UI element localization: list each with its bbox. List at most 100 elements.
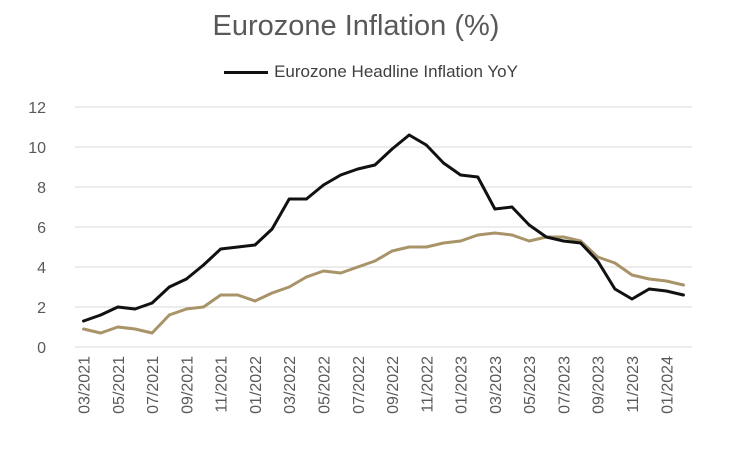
y-tick-label-8: 8 [37, 180, 46, 197]
x-tick-label-11-2021: 11/2021 [214, 356, 231, 413]
data-point-series-1-8 [219, 247, 223, 251]
data-point-series-2-35 [682, 283, 685, 287]
legend-label-headline: Eurozone Headline Inflation YoY [274, 62, 518, 81]
data-point-series-2-24 [493, 231, 497, 235]
data-point-series-1-1 [99, 313, 103, 317]
data-point-series-1-27 [544, 235, 548, 239]
data-point-series-1-4 [150, 301, 154, 305]
data-point-series-1-17 [373, 163, 377, 167]
data-point-series-2-21 [442, 241, 445, 245]
data-point-series-2-22 [459, 239, 462, 243]
x-tick-label-09-2022: 09/2022 [385, 356, 402, 414]
series-line-1 [82, 133, 685, 323]
x-tick-label-03-2022: 03/2022 [282, 356, 299, 414]
x-tick-label-07-2022: 07/2022 [351, 356, 368, 414]
data-point-series-1-10 [253, 243, 257, 247]
data-point-series-2-1 [99, 331, 103, 335]
data-point-series-1-11 [270, 227, 274, 231]
chart-title: Eurozone Inflation (%) [212, 10, 500, 42]
y-tick-label-4: 4 [37, 260, 46, 277]
x-tick-label-07-2021: 07/2021 [145, 356, 162, 414]
data-point-series-1-14 [322, 183, 325, 187]
data-point-series-2-19 [407, 245, 411, 249]
legend: Eurozone Headline Inflation YoY [0, 62, 742, 82]
data-point-series-2-3 [133, 327, 137, 331]
data-point-series-2-34 [664, 279, 668, 283]
data-point-series-1-30 [596, 259, 600, 263]
data-point-series-1-9 [236, 245, 240, 249]
legend-swatch-headline [224, 71, 269, 75]
data-point-series-1-24 [493, 207, 497, 211]
x-tick-label-09-2021: 09/2021 [179, 356, 196, 414]
data-point-series-2-33 [647, 277, 651, 281]
y-tick-label-2: 2 [37, 300, 46, 317]
data-point-series-1-3 [133, 307, 137, 311]
data-point-series-2-2 [116, 325, 120, 329]
data-point-series-2-23 [476, 233, 480, 237]
data-point-series-1-32 [630, 297, 634, 301]
x-tick-label-11-2023: 11/2023 [625, 356, 642, 413]
data-point-series-2-6 [185, 307, 188, 311]
data-point-series-2-16 [356, 265, 360, 269]
data-point-series-2-20 [424, 245, 428, 249]
data-point-series-1-19 [407, 133, 411, 137]
x-tick-label-03-2023: 03/2023 [488, 356, 505, 414]
data-point-series-1-33 [647, 287, 651, 291]
data-point-series-1-28 [562, 239, 565, 243]
data-point-series-2-10 [253, 299, 257, 303]
data-point-series-1-21 [442, 161, 445, 165]
data-point-series-2-17 [373, 259, 377, 263]
data-point-series-2-25 [510, 233, 514, 237]
data-point-series-1-16 [356, 167, 360, 171]
data-point-series-1-29 [579, 241, 582, 245]
data-point-series-1-18 [390, 147, 394, 151]
data-point-series-2-8 [219, 293, 223, 297]
y-tick-label-12: 12 [28, 100, 46, 117]
data-point-series-2-28 [562, 235, 565, 239]
y-tick-label-10: 10 [28, 140, 46, 157]
data-point-series-2-4 [150, 331, 154, 335]
data-point-series-1-7 [202, 263, 205, 267]
x-tick-label-05-2021: 05/2021 [111, 356, 128, 414]
data-point-series-2-30 [596, 255, 600, 259]
data-point-series-1-35 [682, 293, 685, 297]
x-tick-label-01-2023: 01/2023 [454, 356, 471, 414]
data-point-series-2-32 [630, 273, 634, 277]
data-point-series-1-31 [613, 287, 617, 291]
data-point-series-2-15 [339, 271, 343, 275]
data-point-series-2-26 [527, 239, 531, 243]
x-tick-label-07-2023: 07/2023 [556, 356, 573, 414]
data-point-series-1-25 [510, 205, 514, 209]
data-point-series-2-9 [236, 293, 240, 297]
data-point-series-1-26 [527, 223, 531, 227]
x-tick-label-05-2022: 05/2022 [317, 356, 334, 414]
data-point-series-2-12 [287, 285, 291, 289]
data-point-series-1-13 [305, 197, 308, 201]
x-tick-label-11-2022: 11/2022 [419, 356, 436, 413]
x-tick-label-03-2021: 03/2021 [77, 356, 94, 414]
data-point-series-1-15 [339, 173, 343, 177]
series-line-2 [82, 231, 685, 335]
data-point-series-1-12 [287, 197, 291, 201]
data-point-series-2-13 [305, 275, 308, 279]
x-tick-label-05-2023: 05/2023 [522, 356, 539, 414]
data-point-series-1-6 [185, 277, 188, 281]
y-tick-label-0: 0 [37, 340, 46, 357]
data-point-series-1-2 [116, 305, 120, 309]
y-tick-label-6: 6 [37, 220, 46, 237]
data-point-series-1-20 [424, 143, 428, 147]
data-point-series-2-18 [390, 249, 394, 253]
data-point-series-1-23 [476, 175, 480, 179]
data-point-series-2-5 [167, 313, 171, 317]
data-point-series-1-0 [82, 319, 85, 323]
data-point-series-1-5 [167, 285, 171, 289]
data-point-series-2-11 [270, 291, 274, 295]
x-tick-label-01-2024: 01/2024 [659, 356, 676, 414]
data-point-series-2-7 [202, 305, 205, 309]
data-point-series-1-34 [664, 289, 668, 293]
data-point-series-2-31 [613, 261, 617, 265]
data-point-series-2-0 [82, 327, 85, 331]
x-tick-label-01-2022: 01/2022 [248, 356, 265, 414]
data-point-series-2-14 [322, 269, 325, 273]
